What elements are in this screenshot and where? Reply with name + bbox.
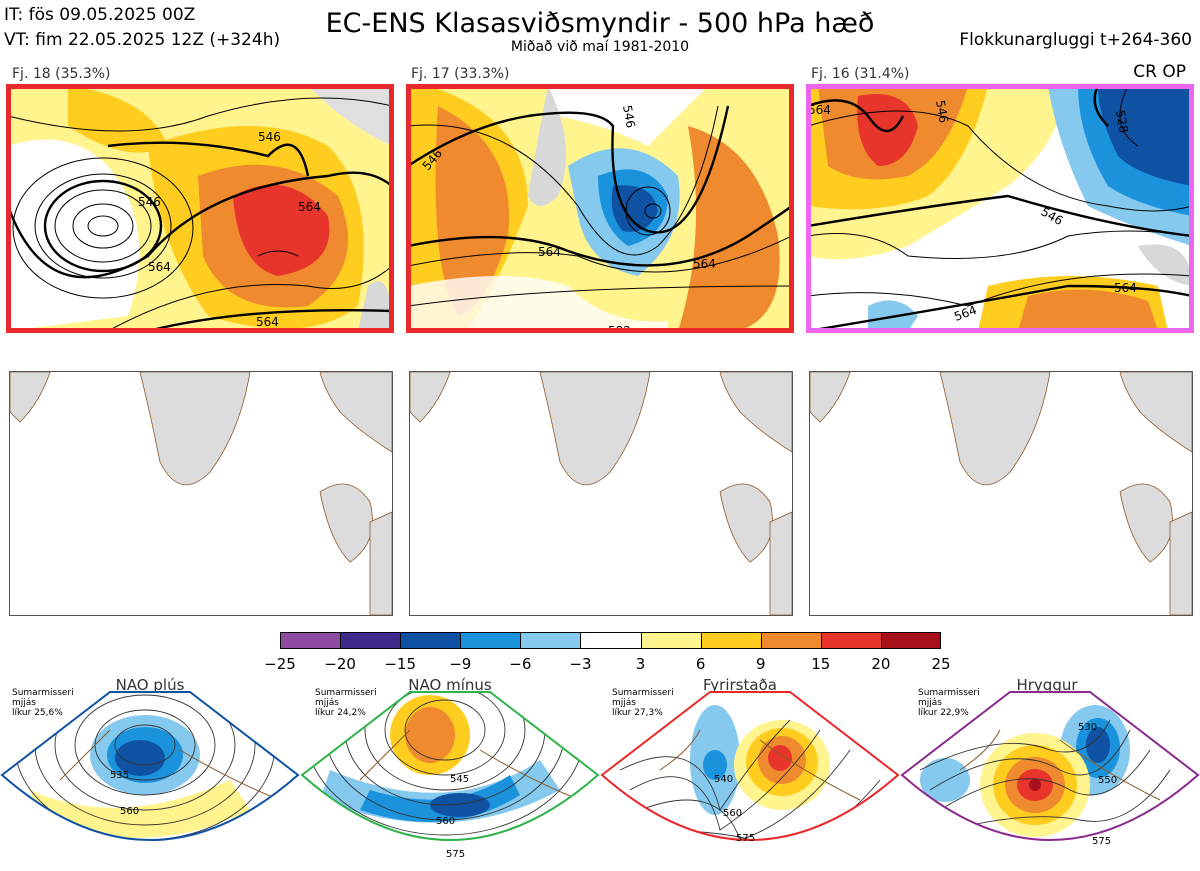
empty-map-3	[809, 371, 1193, 616]
regime-4-map	[902, 692, 1198, 840]
colorbar-segment	[640, 632, 701, 649]
regime-2-contour: 575	[446, 849, 465, 860]
colorbar-segment	[340, 632, 401, 649]
colorbar-tick: −3	[569, 655, 592, 673]
init-time: IT: fös 09.05.2025 00Z	[4, 5, 196, 25]
panel-label-3: Fj. 16 (31.4%)	[811, 66, 910, 82]
contour-label: 564	[1114, 281, 1137, 295]
contour-label: 582	[608, 324, 631, 331]
contour-label: 564	[693, 257, 716, 271]
regime-4-contour: 575	[1092, 836, 1111, 847]
regime-3-contour: 540	[714, 774, 733, 785]
colorbar-segment	[400, 632, 461, 649]
regime-1-name: NAO plús	[115, 676, 185, 694]
valid-time: VT: fim 22.05.2025 12Z (+324h)	[4, 30, 281, 50]
cluster-map-1: 546 546 564 564 564	[8, 86, 392, 331]
regime-4-contour: 530	[1078, 722, 1097, 733]
cluster-map-2: 546 546 564 564 582	[408, 86, 792, 331]
regime-2-name: NAO mínus	[408, 676, 492, 694]
colorbar-tick: 6	[695, 655, 706, 673]
classification-window: Flokkunargluggi t+264-360	[959, 30, 1192, 50]
regime-1-map	[2, 692, 298, 840]
colorbar-tick: −15	[384, 655, 416, 673]
regime-1-contour: 560	[120, 806, 139, 817]
colorbar-tick: 3	[635, 655, 646, 673]
page-title: EC-ENS Klasasviðsmyndir - 500 hPa hæð	[325, 8, 875, 39]
colorbar-segment	[460, 632, 521, 649]
page-subtitle: Miðað við maí 1981-2010	[510, 39, 690, 55]
contour-label: 546	[933, 99, 951, 124]
regime-1-info: Sumarmisseri mjjás líkur 25,6%	[12, 688, 74, 718]
colorbar-segment	[880, 632, 941, 649]
contour-label: 564	[298, 200, 321, 214]
cluster-frame-1	[6, 84, 394, 333]
empty-map-1	[9, 371, 393, 616]
colorbar-segment	[280, 632, 341, 649]
colorbar-tick: −25	[264, 655, 296, 673]
regime-2-contour: 560	[436, 816, 455, 827]
colorbar-tick: −20	[324, 655, 356, 673]
contour-label: 546	[620, 104, 638, 129]
panel-label-1: Fj. 18 (35.3%)	[12, 66, 111, 82]
colorbar-tick: 20	[871, 655, 891, 673]
regime-4-name: Hryggur	[1016, 676, 1078, 694]
colorbar-tick: 15	[811, 655, 831, 673]
regime-1-contour: 535	[110, 770, 129, 781]
cluster-frame-2	[406, 84, 794, 333]
contour-label: 528	[1113, 109, 1131, 134]
colorbar-tick: 9	[755, 655, 766, 673]
contour-label: 546	[258, 130, 281, 144]
contour-label: 564	[538, 245, 561, 259]
regime-2-info: Sumarmisseri mjjás líkur 24,2%	[315, 688, 377, 718]
regime-3-name: Fyrirstaða	[703, 676, 777, 694]
contour-label: 564	[808, 103, 831, 117]
contour-label: 546	[138, 195, 161, 209]
regime-4-contour: 550	[1098, 775, 1117, 786]
panel-label-2: Fj. 17 (33.3%)	[411, 66, 510, 82]
regime-3-contour: 575	[736, 833, 755, 844]
regime-4-info: Sumarmisseri mjjás líkur 22,9%	[918, 688, 980, 718]
contour-label: 564	[148, 260, 171, 274]
colorbar-segment	[700, 632, 761, 649]
cluster-map-3: 528 546 546 564 564 564	[808, 86, 1192, 331]
cluster-frame-3	[806, 84, 1194, 333]
cr-op-label: CR OP	[1133, 62, 1186, 82]
colorbar-segment	[580, 632, 641, 649]
regime-3-contour: 560	[723, 808, 742, 819]
contour-label: 564	[256, 315, 279, 329]
colorbar-tick: −6	[509, 655, 532, 673]
colorbar-tick: −9	[449, 655, 472, 673]
colorbar-segment	[820, 632, 881, 649]
colorbar-segment	[520, 632, 581, 649]
empty-map-2	[409, 371, 793, 616]
colorbar-tick: 25	[931, 655, 951, 673]
colorbar-segment	[760, 632, 821, 649]
regime-fans: 535 560 545 560 575	[0, 691, 1200, 860]
regime-3-info: Sumarmisseri mjjás líkur 27,3%	[612, 688, 674, 718]
regime-2-contour: 545	[450, 774, 469, 785]
